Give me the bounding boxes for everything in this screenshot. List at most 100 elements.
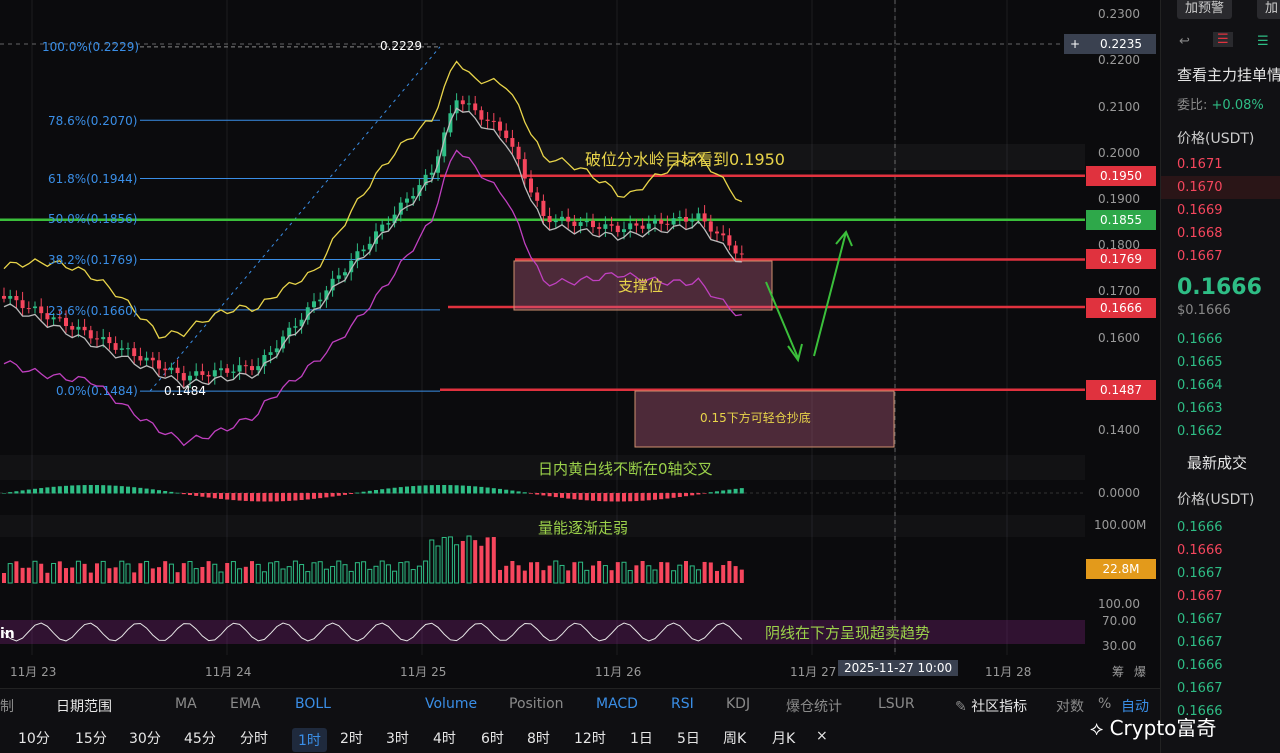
liquidation-icon[interactable]: 爆 — [1134, 665, 1147, 679]
timeframe-0[interactable]: 10分 — [18, 731, 50, 747]
ask-row[interactable]: 0.1668 — [1177, 226, 1223, 241]
indicator-macd[interactable]: MACD — [596, 696, 638, 712]
watermark: ⟡ Crypto富奇 — [1090, 712, 1216, 741]
volume-bar — [373, 565, 379, 584]
timeframe-13[interactable]: 5日 — [677, 731, 700, 747]
candle-body — [628, 223, 633, 230]
timeframe-8[interactable]: 4时 — [433, 731, 456, 747]
add-button-partial[interactable]: 加 — [1257, 0, 1280, 19]
auto-toggle[interactable]: 自动 — [1121, 699, 1149, 715]
macd-bar — [225, 493, 230, 500]
macd-bar — [665, 493, 670, 499]
timeframe-10[interactable]: 8时 — [527, 731, 550, 747]
add-alert-button[interactable]: 加预警 — [1177, 0, 1233, 19]
support-annotation: 支撑位 — [618, 277, 664, 295]
macd-bar — [144, 488, 149, 494]
macd-bar — [8, 492, 13, 494]
candle-body — [529, 178, 533, 193]
bids-list: 0.1666 0.1665 0.1664 0.1663 0.1662 — [1161, 328, 1280, 443]
timeframe-14[interactable]: 周K — [723, 731, 747, 747]
chip-icon[interactable]: 筹 — [1112, 665, 1125, 679]
percent-toggle[interactable]: % — [1098, 696, 1112, 712]
timeframe-7[interactable]: 3时 — [386, 731, 409, 747]
timeframe-6[interactable]: 2时 — [340, 731, 363, 747]
fib-high-label: 0.2229 — [380, 39, 422, 53]
macd-bar — [467, 485, 471, 494]
macd-bar — [101, 485, 106, 494]
indicator-rsi[interactable]: RSI — [671, 696, 694, 712]
trade-row: 0.1667 — [1177, 681, 1223, 696]
macd-bar — [516, 491, 521, 494]
macd-bar — [256, 493, 261, 502]
volume-bar — [566, 570, 571, 583]
date-range-button[interactable]: 日期范围 — [56, 699, 112, 715]
volume-bar — [447, 536, 453, 584]
indicator-ema[interactable]: EMA — [230, 696, 261, 712]
candle-body — [417, 185, 422, 196]
timeframe-2[interactable]: 30分 — [129, 731, 161, 747]
macd-bar — [88, 485, 93, 494]
candle-body — [138, 356, 143, 361]
timeframe-1[interactable]: 15分 — [75, 731, 107, 747]
volume-bar — [175, 572, 180, 583]
crosshair-plus-icon[interactable]: + — [1064, 34, 1086, 54]
panel-title[interactable]: 查看主力挂单情 — [1177, 66, 1280, 84]
trades-title[interactable]: 最新成交 — [1187, 454, 1248, 472]
timeframe-15[interactable]: 月K — [772, 731, 796, 747]
volume-bar — [237, 568, 243, 584]
candle-body — [591, 220, 595, 228]
macd-bar — [615, 493, 620, 502]
candle-body — [609, 224, 614, 226]
timeframe-5[interactable]: 1时 — [292, 728, 327, 752]
community-indicator-button[interactable]: ✎ 社区指标 — [955, 696, 1027, 716]
candle-body — [212, 370, 217, 377]
bid-row[interactable]: 0.1664 — [1177, 378, 1223, 393]
log-toggle[interactable]: 对数 — [1056, 699, 1084, 715]
candle-body — [76, 326, 81, 330]
draw-tool-button[interactable]: 制 — [0, 699, 14, 715]
macd-bar — [113, 485, 118, 494]
timeframe-16[interactable]: × — [816, 728, 828, 744]
bid-row[interactable]: 0.1666 — [1177, 332, 1223, 347]
orderbook-icon[interactable]: ☰ — [1213, 32, 1233, 47]
bid-row[interactable]: 0.1662 — [1177, 424, 1223, 439]
ask-row[interactable]: 0.1667 — [1177, 249, 1223, 264]
volume-bar — [615, 562, 620, 583]
macd-bar — [671, 493, 676, 498]
timeframe-4[interactable]: 分时 — [240, 731, 268, 747]
timeframe-9[interactable]: 6时 — [481, 731, 504, 747]
indicator-position[interactable]: Position — [509, 696, 564, 712]
indicator-kdj[interactable]: KDJ — [726, 696, 751, 712]
indicator-boll[interactable]: BOLL — [295, 696, 331, 712]
bid-row[interactable]: 0.1665 — [1177, 355, 1223, 370]
order-book-panel: 加预警 加 ↩ ☰ ☰ 查看主力挂单情 委比: +0.08% 价格(USDT) … — [1160, 0, 1280, 753]
indicator-lsur[interactable]: LSUR — [878, 696, 915, 712]
macd-bar — [293, 493, 298, 501]
volume-bar — [578, 561, 584, 584]
ask-row[interactable]: 0.1671 — [1177, 157, 1223, 172]
community-label: 社区指标 — [971, 699, 1028, 715]
candle-body — [336, 275, 341, 279]
candle-body — [169, 367, 174, 371]
arrow-down — [765, 281, 799, 359]
candle-body — [597, 227, 602, 229]
bid-row[interactable]: 0.1663 — [1177, 401, 1223, 416]
ask-row[interactable]: 0.1670 — [1161, 176, 1280, 199]
indicator-ma[interactable]: MA — [175, 696, 197, 712]
candlestick-chart[interactable] — [0, 0, 1160, 688]
indicator-volume[interactable]: Volume — [425, 696, 478, 712]
timeframe-3[interactable]: 45分 — [184, 731, 216, 747]
timeframe-12[interactable]: 1日 — [630, 731, 653, 747]
indicator-liquidation[interactable]: 爆仓统计 — [786, 699, 842, 715]
macd-bar — [479, 486, 484, 494]
chart-area[interactable]: 0.2300 0.2200 0.2100 0.2000 0.1900 0.180… — [0, 0, 1160, 688]
volume-bar — [454, 544, 460, 584]
volume-bar — [410, 569, 416, 584]
redo-icon[interactable]: ↩ — [1179, 34, 1190, 49]
rsi-annotation: 阴线在下方呈现超卖趋势 — [765, 624, 931, 642]
list-icon[interactable]: ☰ — [1257, 34, 1269, 49]
ask-row[interactable]: 0.1669 — [1177, 203, 1223, 218]
volume-bar — [379, 560, 385, 584]
timeframe-11[interactable]: 12时 — [574, 731, 606, 747]
macd-bar — [157, 490, 161, 494]
